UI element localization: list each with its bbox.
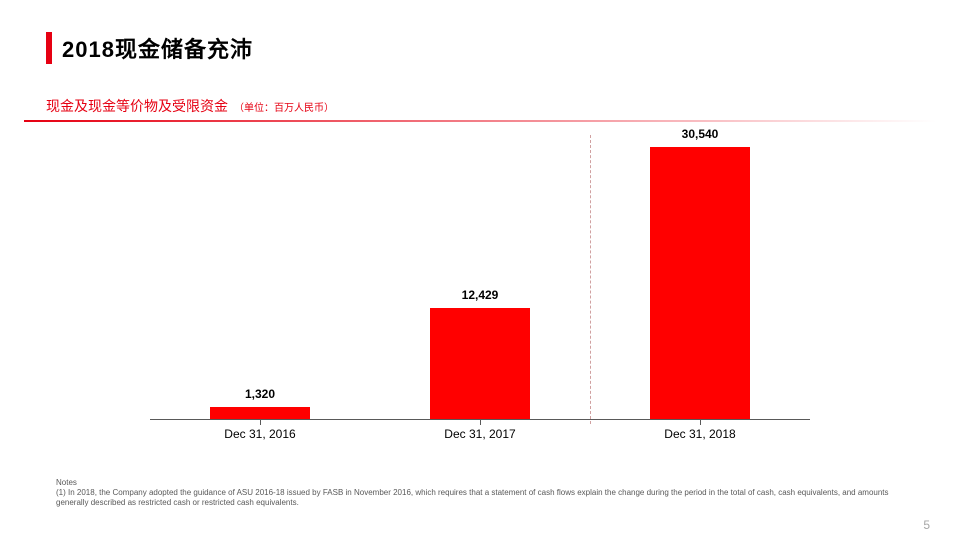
x-tick: [700, 420, 701, 425]
x-axis-label: Dec 31, 2016: [224, 427, 295, 441]
subtitle-block: 现金及现金等价物及受限资金 （单位：百万人民币）: [46, 96, 334, 116]
subtitle-unit: （单位：百万人民币）: [234, 99, 334, 114]
bar: [430, 308, 530, 419]
chart-plot: 1,32012,42930,540: [150, 135, 810, 420]
notes-block: Notes (1) In 2018, the Company adopted t…: [56, 478, 904, 508]
x-axis-label: Dec 31, 2017: [444, 427, 515, 441]
subtitle-main: 现金及现金等价物及受限资金: [46, 96, 228, 116]
divider-line: [24, 120, 936, 122]
bar: [210, 407, 310, 419]
notes-body: (1) In 2018, the Company adopted the gui…: [56, 488, 904, 508]
x-axis-label: Dec 31, 2018: [664, 427, 735, 441]
slide: 2018现金储备充沛 现金及现金等价物及受限资金 （单位：百万人民币） 1,32…: [0, 0, 960, 548]
x-tick: [480, 420, 481, 425]
notes-header: Notes: [56, 478, 904, 487]
chart-separator-line: [590, 135, 591, 424]
title-accent-bar: [46, 32, 52, 64]
bar-value-label: 1,320: [245, 387, 275, 401]
bar-value-label: 12,429: [462, 288, 499, 302]
page-title: 2018现金储备充沛: [62, 32, 253, 64]
cash-chart: 1,32012,42930,540 Dec 31, 2016Dec 31, 20…: [150, 135, 810, 440]
title-block: 2018现金储备充沛: [46, 32, 253, 64]
x-tick: [260, 420, 261, 425]
bar-value-label: 30,540: [682, 127, 719, 141]
page-number: 5: [923, 518, 930, 532]
bar: [650, 147, 750, 419]
